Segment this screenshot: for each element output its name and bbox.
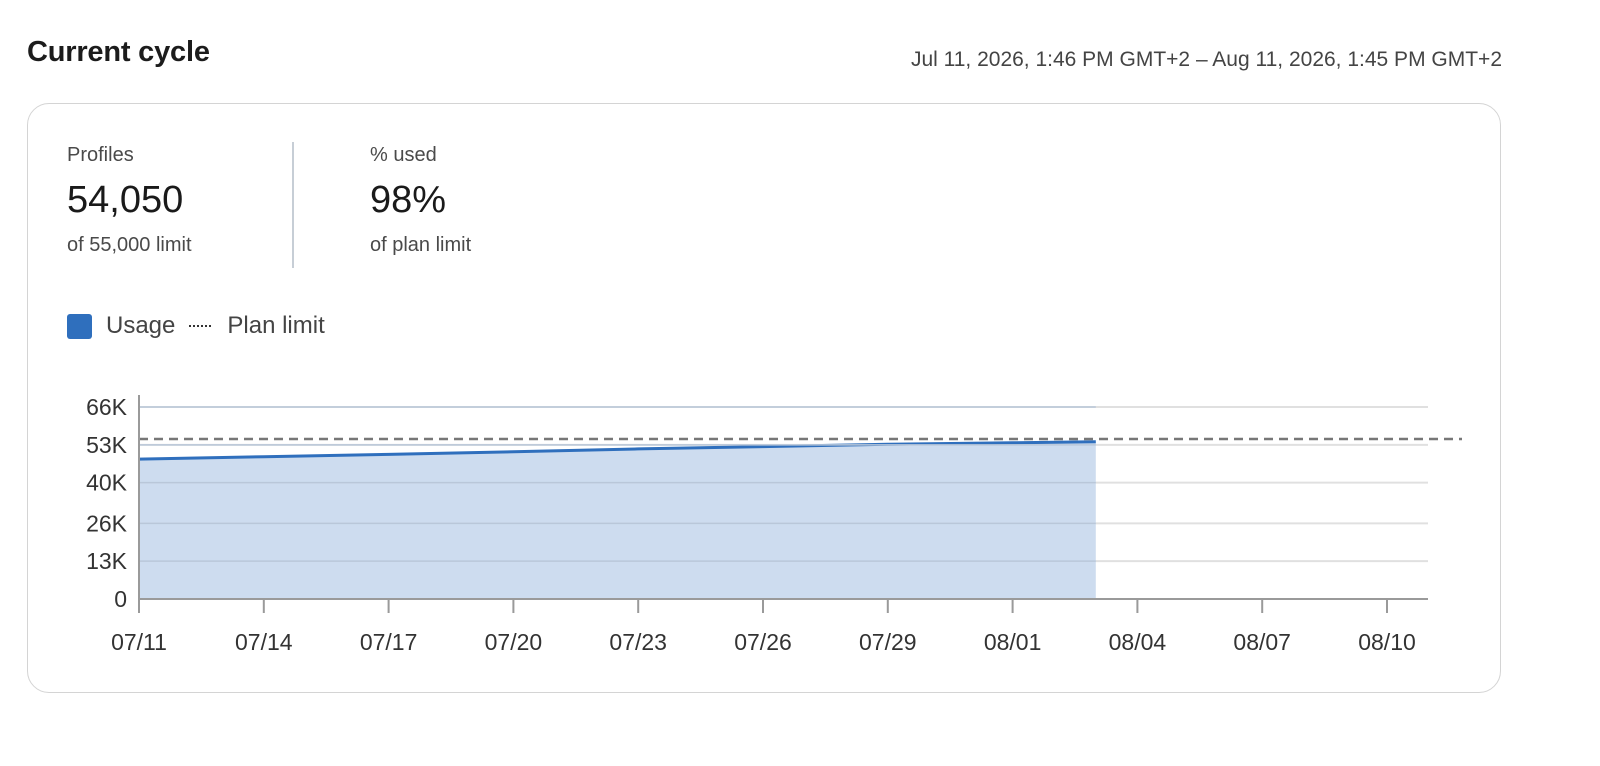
x-tick-label: 07/23 [609, 629, 667, 655]
chart-legend: Usage Plan limit [67, 312, 325, 340]
percent-used-label: % used [370, 144, 437, 166]
x-tick-label: 08/04 [1109, 629, 1167, 655]
x-tick-label: 07/11 [111, 629, 167, 655]
stat-divider [292, 142, 294, 268]
y-tick-label: 0 [114, 586, 127, 612]
x-tick-label: 08/07 [1233, 629, 1291, 655]
dashed-line-icon [189, 325, 212, 327]
x-tick-label: 07/17 [360, 629, 418, 655]
cycle-date-range: Jul 11, 2026, 1:46 PM GMT+2 – Aug 11, 20… [910, 48, 1502, 71]
usage-chart: 0 13K 26K 40K 53K 66K 07/11 07/14 07/17 07/20 07/2… [86, 394, 1462, 655]
x-tick-label: 07/26 [734, 629, 792, 655]
x-tick-label: 08/01 [984, 629, 1042, 655]
y-tick-label: 53K [86, 432, 128, 458]
page-title: Current cycle [27, 36, 210, 68]
legend-usage-label: Usage [106, 312, 176, 339]
x-tick-label: 07/20 [485, 629, 543, 655]
profiles-stat: Profiles 54,050 of 55,000 limit [67, 144, 192, 257]
usage-card: Profiles 54,050 of 55,000 limit % used 9… [27, 103, 1501, 693]
percent-used-stat: % used 98% of plan limit [370, 144, 471, 257]
usage-area [139, 441, 1096, 599]
y-tick-label: 26K [86, 510, 128, 536]
x-tick-label: 08/10 [1358, 629, 1416, 655]
profiles-value: 54,050 [67, 179, 184, 221]
usage-line [138, 440, 1096, 461]
percent-used-sub: of plan limit [370, 234, 472, 256]
y-tick-label: 40K [86, 470, 128, 496]
profiles-limit-text: of 55,000 limit [67, 234, 192, 256]
x-tick-label: 07/14 [235, 629, 293, 655]
profiles-label: Profiles [67, 144, 134, 166]
percent-used-value: 98% [370, 179, 447, 221]
y-tick-label: 66K [86, 394, 128, 420]
legend-limit-label: Plan limit [227, 312, 325, 339]
x-tick-label: 07/29 [859, 629, 917, 655]
y-tick-label: 13K [86, 548, 128, 574]
usage-swatch-icon [67, 313, 92, 339]
